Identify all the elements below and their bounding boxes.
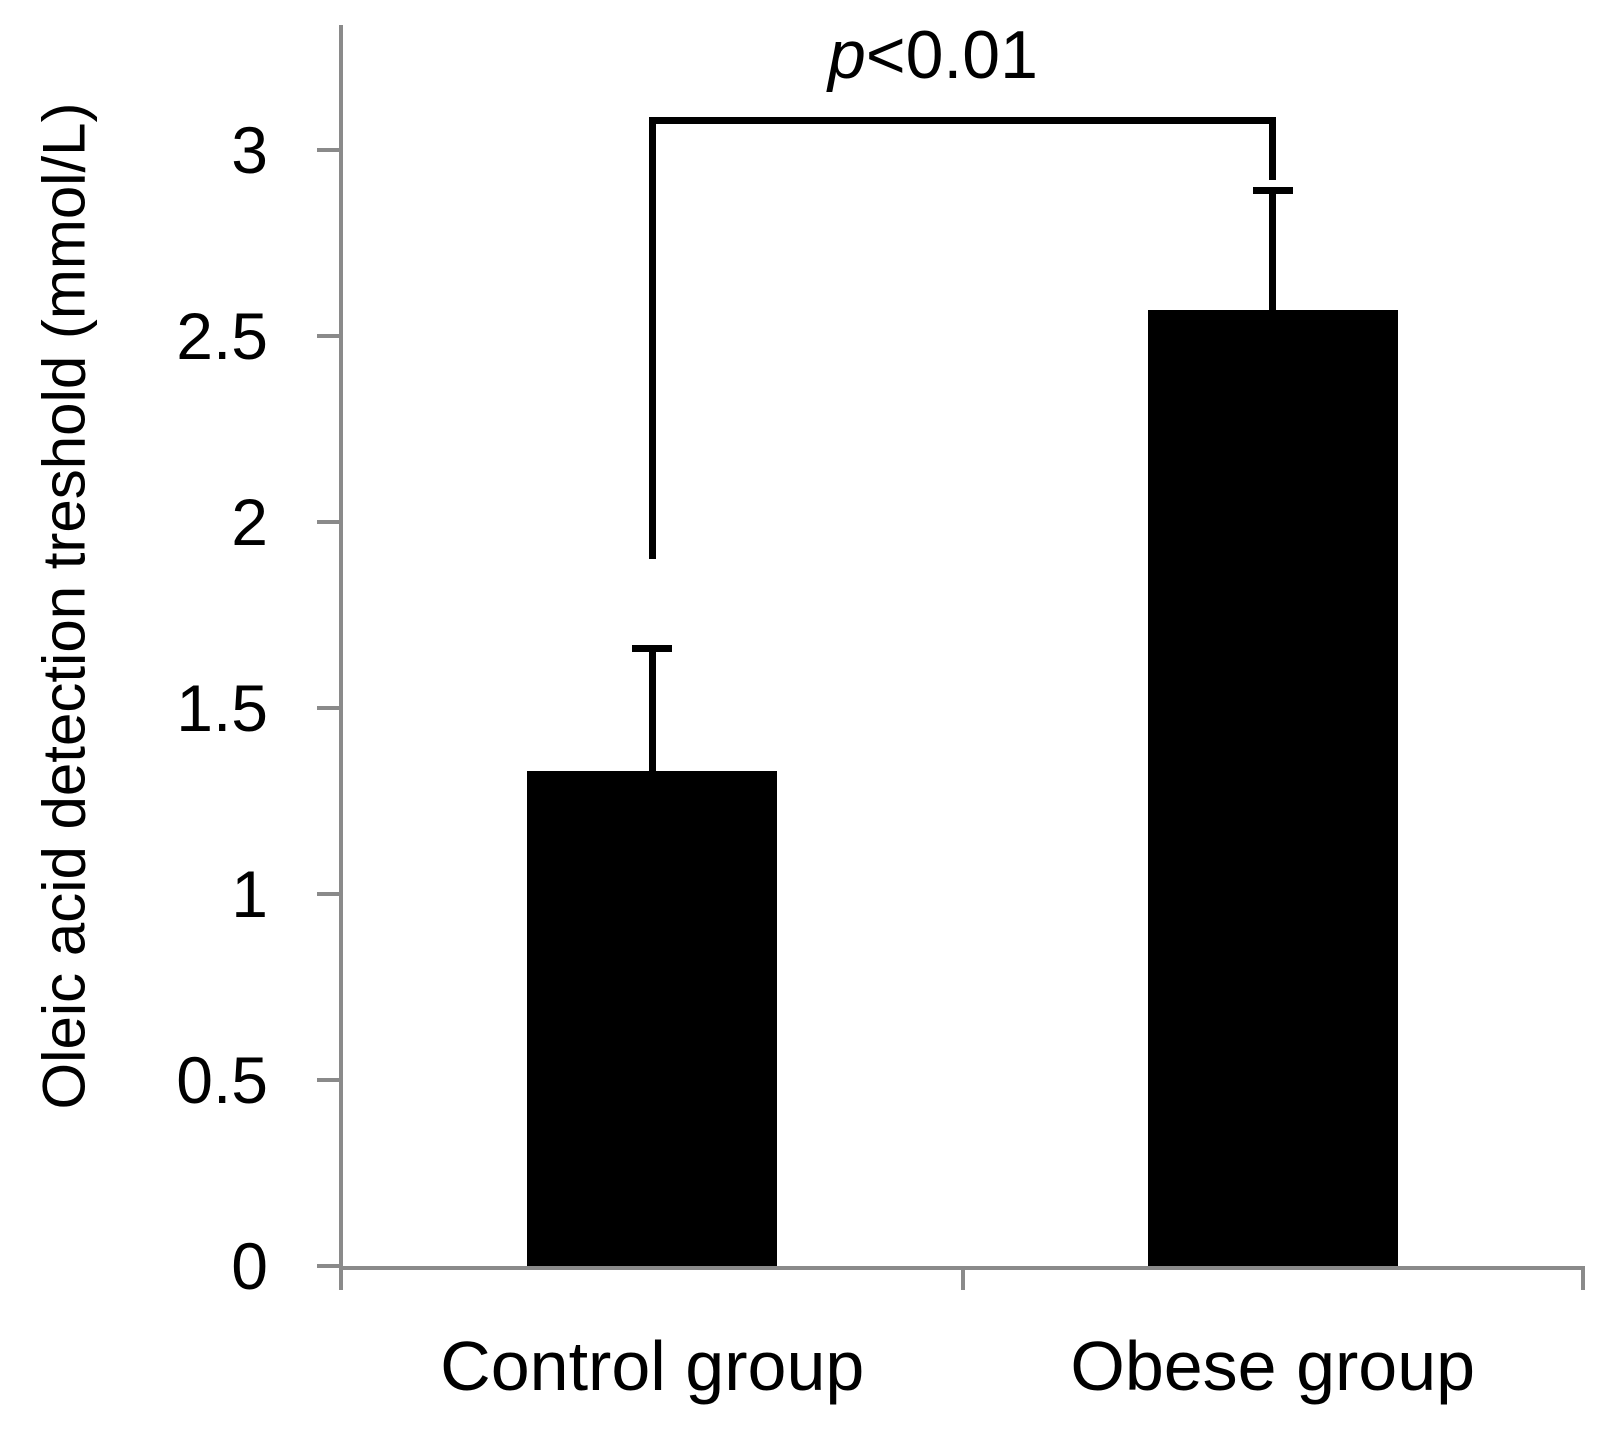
y-tick-1 — [317, 892, 339, 896]
y-tick-1.5 — [317, 706, 339, 710]
bar-obese-group — [1147, 309, 1398, 1266]
error-bar-line-obese-group — [1269, 190, 1277, 310]
y-tick-label-3: 3 — [231, 113, 268, 187]
y-tick-label-2: 2 — [231, 485, 268, 559]
significance-label: p<0.01 — [633, 12, 1233, 98]
x-axis-tick — [960, 1266, 965, 1290]
error-bar-cap-obese-group — [1252, 187, 1293, 195]
p-value-text: <0.01 — [865, 17, 1038, 93]
significance-bracket-top — [648, 116, 1277, 124]
p-symbol: p — [828, 17, 866, 93]
x-category-label-obese-group: Obese group — [1070, 1327, 1476, 1405]
y-tick-label-0: 0 — [231, 1229, 268, 1303]
x-axis-tick — [1581, 1266, 1585, 1290]
y-tick-label-1: 1 — [231, 857, 268, 931]
y-tick-2 — [317, 520, 339, 524]
error-bar-cap-control-group — [632, 644, 673, 652]
x-category-label-control-group: Control group — [440, 1327, 865, 1405]
y-tick-0.5 — [317, 1078, 339, 1082]
y-tick-0 — [317, 1264, 339, 1268]
y-axis-line — [339, 25, 343, 1290]
y-tick-3 — [317, 148, 339, 152]
y-tick-label-0.5: 0.5 — [176, 1043, 268, 1117]
y-tick-label-2.5: 2.5 — [176, 299, 268, 373]
y-tick-2.5 — [317, 334, 339, 338]
significance-bracket-left — [648, 120, 656, 560]
significance-bracket-right — [1269, 120, 1277, 180]
bar-control-group — [527, 771, 778, 1266]
error-bar-line-control-group — [648, 648, 656, 772]
y-tick-label-1.5: 1.5 — [176, 671, 268, 745]
